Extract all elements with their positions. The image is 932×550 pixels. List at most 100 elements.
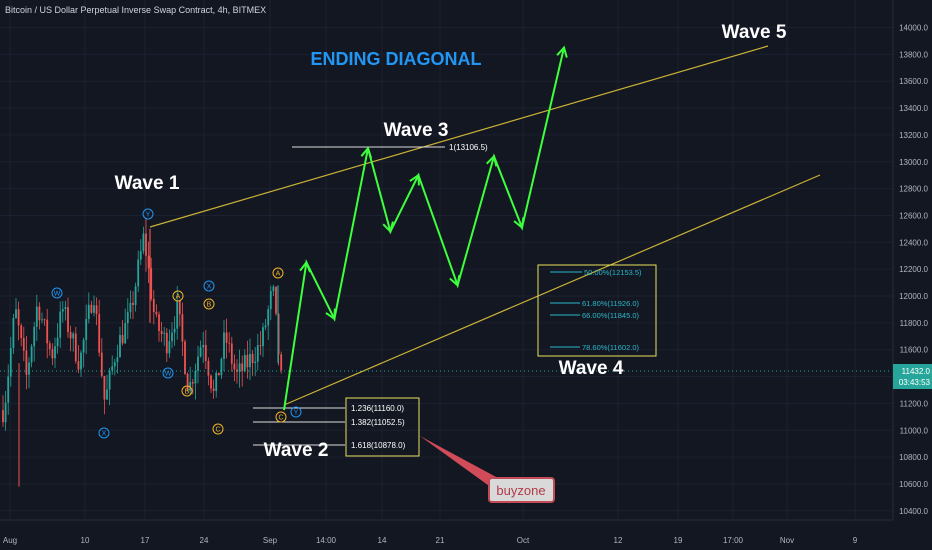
wave-arrowhead bbox=[325, 308, 336, 321]
candle-body bbox=[178, 300, 181, 315]
x-tick-label: 14 bbox=[378, 536, 387, 545]
candle-body bbox=[35, 306, 38, 327]
buyzone-box bbox=[345, 397, 420, 457]
elliott-marker-circle bbox=[203, 298, 215, 310]
elliott-marker-label: C bbox=[278, 415, 283, 422]
price-badge: 11432.0 03:43:53 bbox=[893, 364, 932, 389]
wave-arrowhead bbox=[409, 173, 420, 186]
y-tick-label: 11600.0 bbox=[900, 346, 929, 355]
candle-body bbox=[108, 370, 111, 390]
price-badge-box bbox=[893, 364, 932, 389]
wave-arrowhead bbox=[513, 217, 525, 230]
ending-diagonal-headline: ENDING DIAGONAL bbox=[311, 49, 482, 69]
elliott-marker-label: C bbox=[215, 427, 220, 434]
callout-pointer bbox=[420, 436, 498, 488]
y-tick-label: 13800.0 bbox=[899, 50, 928, 59]
x-tick-label: 17 bbox=[141, 536, 150, 545]
chart-title: Bitcoin / US Dollar Perpetual Inverse Sw… bbox=[5, 5, 266, 15]
elliott-marker-label: W bbox=[54, 291, 61, 298]
candle-body bbox=[275, 286, 277, 314]
buyzone-callout[interactable]: buyzone bbox=[420, 436, 555, 503]
elliott-marker-circle bbox=[290, 406, 302, 418]
candle-body bbox=[54, 346, 56, 359]
candle-body bbox=[230, 343, 233, 364]
wave5-label: Wave 5 bbox=[722, 22, 787, 43]
buyzone-fib-extension[interactable]: 1.236(11160.0) 1.382(11052.5) 1.618(1087… bbox=[253, 397, 420, 457]
y-tick-label: 12400.0 bbox=[899, 238, 928, 247]
price-candles bbox=[2, 217, 283, 487]
elliott-marker-circle bbox=[51, 287, 63, 299]
candle-body bbox=[124, 323, 127, 344]
candle-body bbox=[126, 312, 129, 324]
candle-body bbox=[95, 305, 98, 315]
candle-body bbox=[220, 358, 223, 376]
candle-body bbox=[15, 309, 17, 318]
y-tick-label: 13600.0 bbox=[899, 77, 928, 86]
elliott-marker-circle bbox=[181, 385, 193, 397]
candle-body bbox=[199, 347, 202, 357]
candle-body bbox=[93, 305, 95, 313]
candle-body bbox=[262, 327, 264, 347]
x-tick-label: Aug bbox=[3, 536, 17, 545]
elliott-marker-label: X bbox=[207, 284, 212, 291]
lower-trendline[interactable] bbox=[283, 174, 821, 406]
candle-body bbox=[7, 376, 10, 403]
elliott-marker-circle bbox=[275, 411, 287, 423]
wave-arrowhead bbox=[486, 154, 498, 167]
candle-body bbox=[119, 334, 121, 358]
candle-body bbox=[85, 319, 88, 340]
candle-body bbox=[171, 332, 173, 342]
candle-body bbox=[38, 306, 41, 321]
candle-body bbox=[191, 382, 194, 384]
candle-body bbox=[30, 346, 33, 363]
candle-body bbox=[207, 360, 210, 376]
time-axis[interactable]: Aug 10 17 24 Sep 14:00 14 21 Oct 12 19 17:00 Nov 9 bbox=[3, 536, 858, 545]
candle-body bbox=[9, 347, 12, 377]
elliott-marker-circle bbox=[212, 423, 224, 435]
wave-arrowhead bbox=[449, 274, 461, 288]
candle-body bbox=[272, 286, 275, 292]
x-tick-label: Oct bbox=[517, 536, 530, 545]
y-tick-label: 10800.0 bbox=[899, 453, 928, 462]
candle-body bbox=[254, 361, 257, 364]
candle-body bbox=[225, 332, 228, 343]
wave1-label: Wave 1 bbox=[115, 173, 180, 194]
price-badge-value: 11432.0 bbox=[902, 367, 931, 376]
x-tick-label: 21 bbox=[436, 536, 445, 545]
candle-body bbox=[194, 370, 197, 384]
candle-body bbox=[158, 314, 160, 331]
candle-body bbox=[181, 314, 184, 342]
candle-body bbox=[33, 326, 36, 347]
candle-body bbox=[165, 332, 168, 354]
candle-body bbox=[132, 302, 134, 305]
elliott-marker-label: A bbox=[176, 294, 181, 301]
candle-body bbox=[163, 332, 166, 334]
price-badge-countdown: 03:43:53 bbox=[899, 378, 931, 387]
candle-body bbox=[59, 311, 62, 338]
candle-body bbox=[80, 352, 82, 370]
candle-body bbox=[67, 307, 69, 333]
fib-786-label: 78.60%(11602.0) bbox=[582, 343, 639, 352]
y-tick-label: 12800.0 bbox=[899, 185, 928, 194]
fib-1618-label: 1.618(10878.0) bbox=[351, 441, 406, 450]
elliott-markers: W X Y W X Y A B C A B C bbox=[51, 208, 302, 439]
candle-body bbox=[246, 355, 249, 368]
candle-body bbox=[129, 302, 132, 313]
candle-body bbox=[150, 268, 153, 299]
projected-wave-path[interactable] bbox=[283, 47, 565, 411]
candle-body bbox=[20, 325, 23, 338]
price-axis[interactable]: 10400.010600.010800.011000.011200.011400… bbox=[899, 24, 928, 516]
candle-body bbox=[98, 314, 101, 353]
elliott-marker-circle bbox=[272, 267, 284, 279]
elliott-marker-label: W bbox=[165, 371, 172, 378]
candle-body bbox=[17, 309, 20, 326]
elliott-marker-circle bbox=[98, 427, 110, 439]
candle-body bbox=[72, 333, 75, 339]
grid-lines bbox=[0, 0, 893, 520]
candle-body bbox=[147, 255, 150, 269]
upper-trendline[interactable] bbox=[149, 45, 769, 228]
elliott-marker-label: B bbox=[207, 302, 212, 309]
wave4-fib-retracement[interactable]: 50.00%(12153.5) 61.80%(11926.0) 66.00%(1… bbox=[537, 264, 657, 357]
elliott-marker-label: Y bbox=[294, 410, 299, 417]
